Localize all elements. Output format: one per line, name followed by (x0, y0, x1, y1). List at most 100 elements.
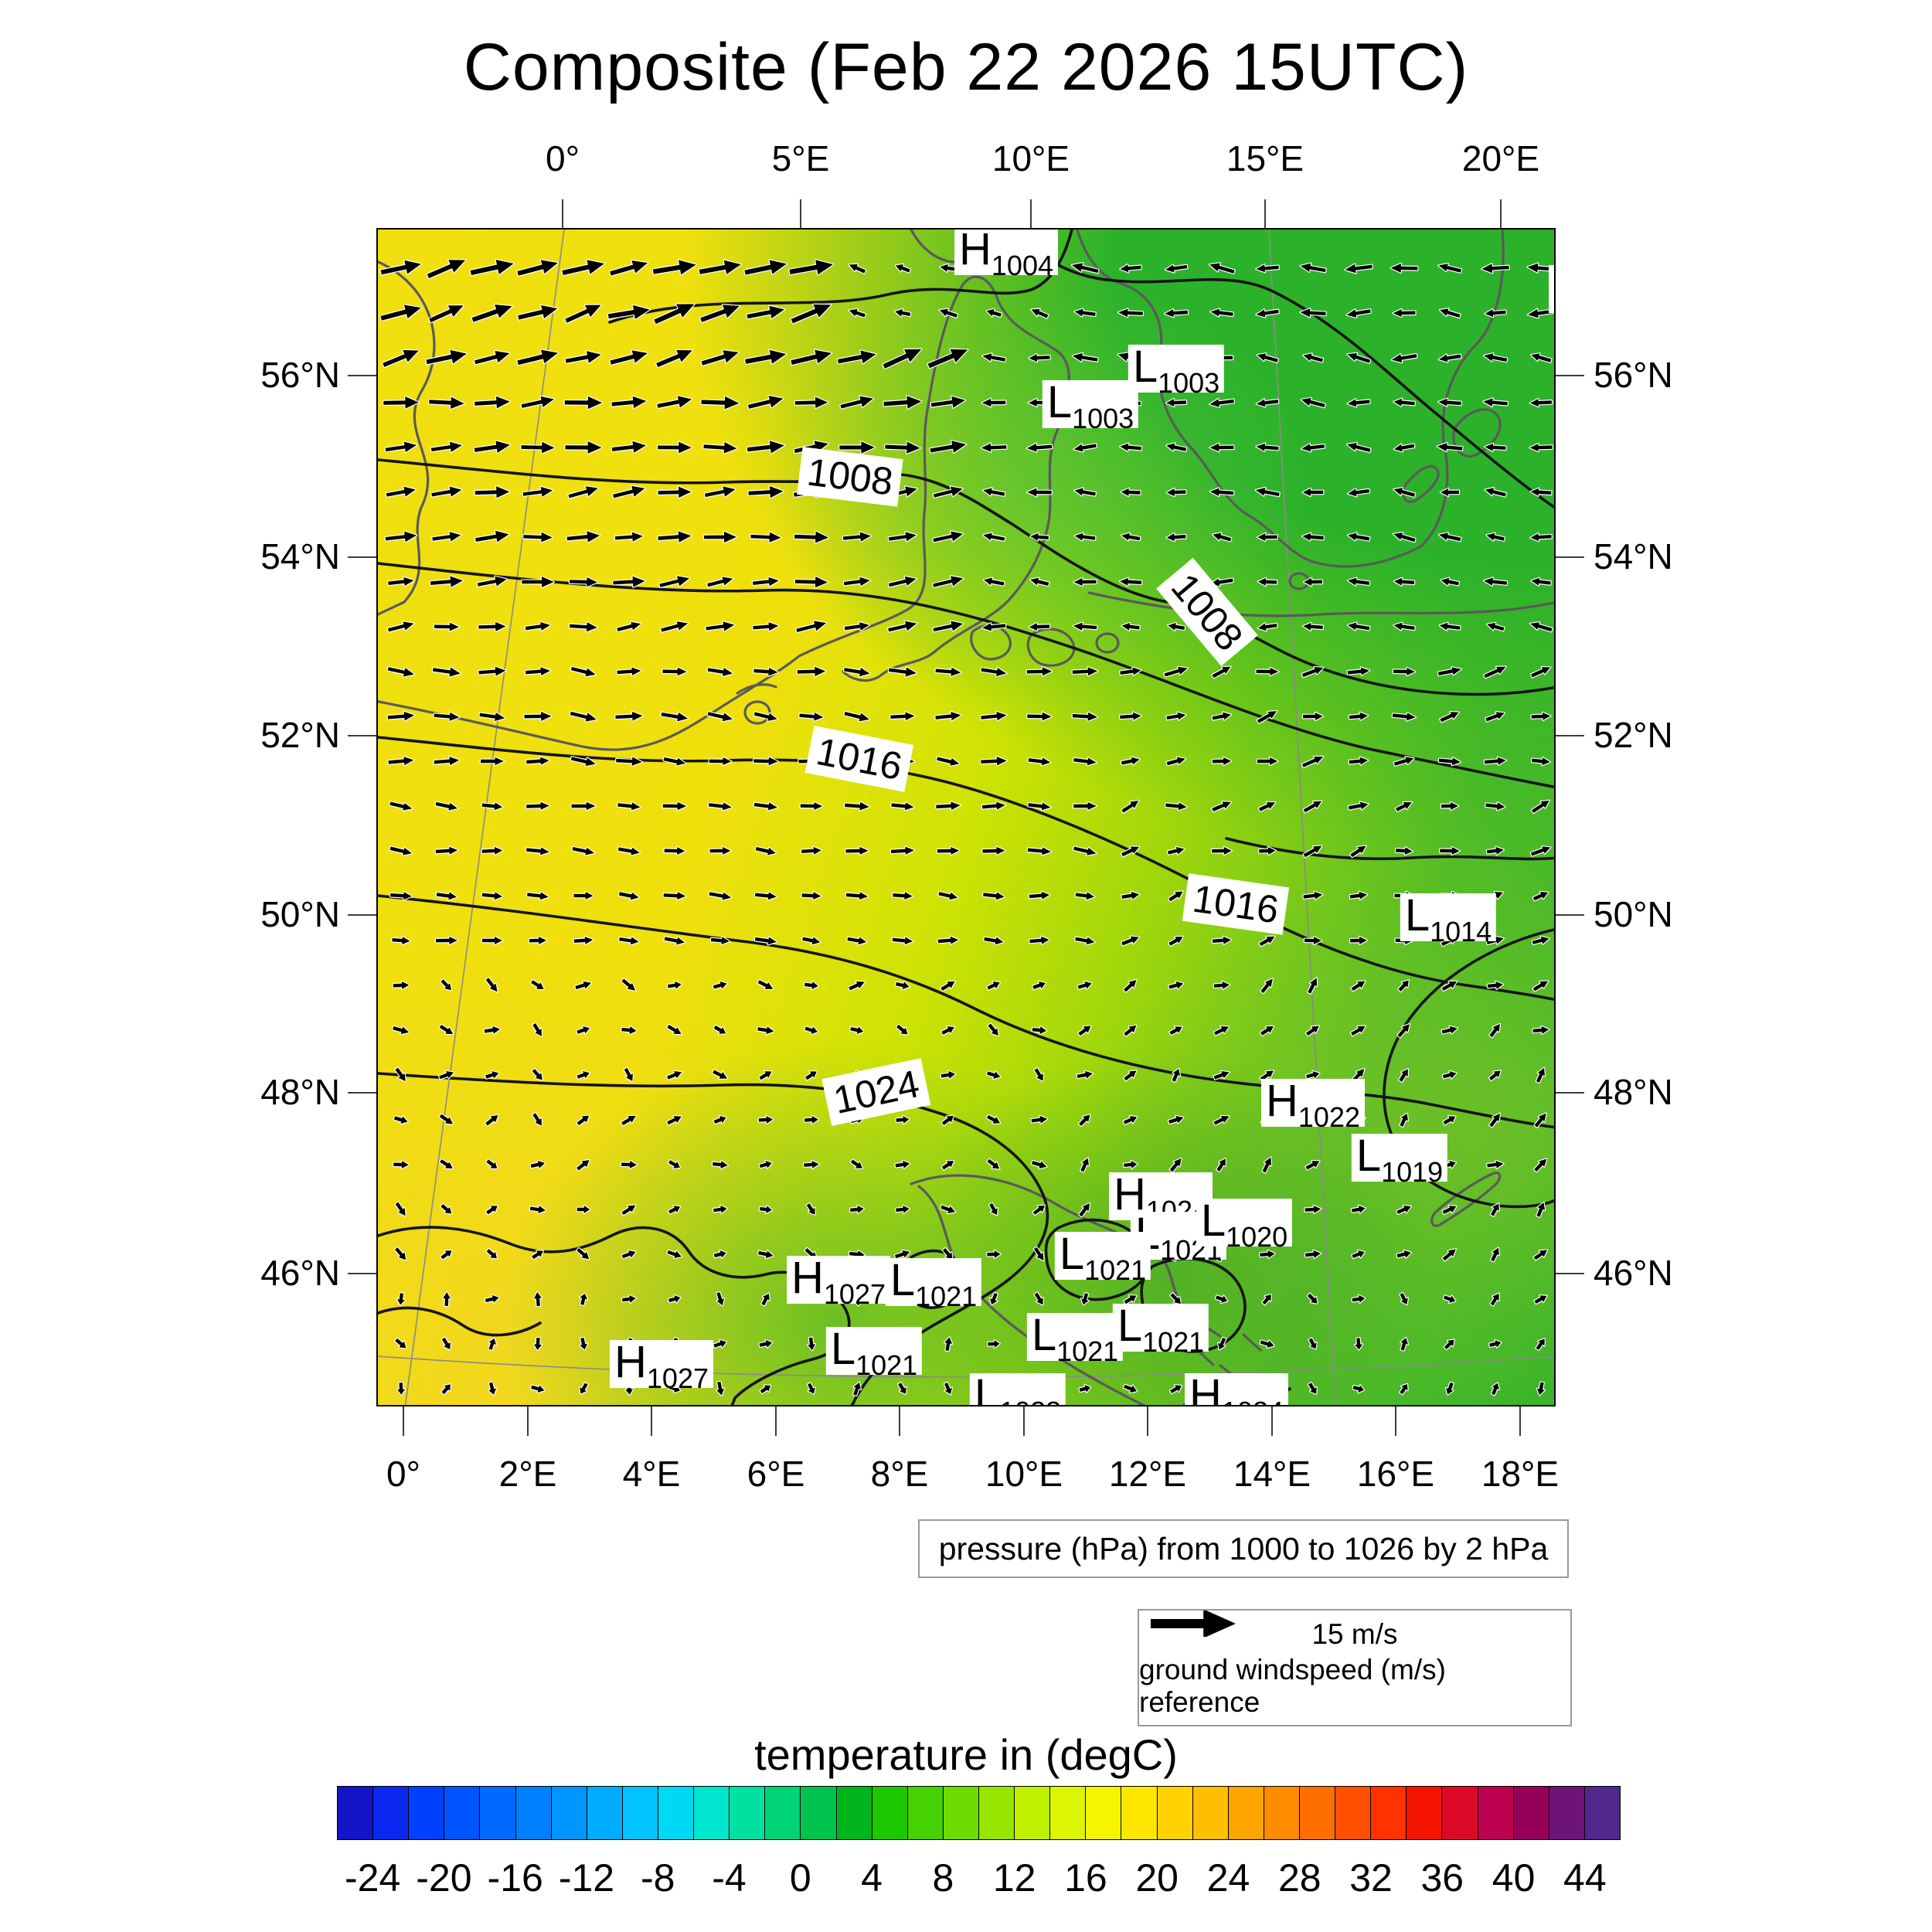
wind-arrow (1482, 352, 1509, 363)
wind-arrow (488, 1381, 498, 1396)
wind-arrow (751, 576, 781, 587)
wind-arrow (894, 308, 912, 318)
wind-arrow (1306, 1292, 1318, 1304)
wind-arrow (1301, 532, 1325, 542)
pressure-contour (378, 458, 1554, 696)
wind-arrow (526, 891, 549, 901)
wind-arrow (1486, 1159, 1505, 1170)
wind-arrow (849, 1158, 864, 1169)
wind-arrow (663, 936, 686, 946)
wind-arrow (1122, 978, 1138, 993)
wind-arrow (394, 1066, 406, 1083)
wind-arrow (478, 621, 507, 633)
wind-arrow (1209, 577, 1234, 587)
wind-arrow (1118, 711, 1142, 721)
wind-arrow (611, 485, 646, 499)
wind-arrow (1529, 665, 1552, 679)
colorbar-cell (1513, 1787, 1549, 1839)
wind-arrow (608, 259, 649, 277)
wind-arrow (937, 935, 960, 945)
colorbar-cell (1371, 1787, 1407, 1839)
pressure-letter: L (1404, 890, 1430, 940)
wind-arrow (934, 666, 962, 678)
colorbar-tick-label: -4 (712, 1856, 747, 1900)
left-axis-label: 54°N (260, 536, 340, 577)
wind-arrow (1346, 577, 1371, 587)
colorbar-tick-label: -20 (416, 1856, 472, 1900)
bottom-axis-label: 2°E (498, 1454, 557, 1494)
right-axis-label: 56°N (1594, 355, 1673, 395)
wind-arrow (614, 531, 645, 543)
wind-arrow (1529, 532, 1553, 543)
right-axis-label: 52°N (1594, 715, 1673, 755)
wind-arrow (1256, 756, 1279, 767)
wind-arrow (662, 666, 688, 677)
wind-arrow (1302, 890, 1324, 900)
wind-arrow (1259, 1339, 1275, 1349)
pressure-contour (1225, 837, 1554, 861)
colorbar-cell (907, 1787, 944, 1839)
wind-arrow (1532, 980, 1549, 992)
wind-arrow (1346, 666, 1371, 676)
wind-arrow (987, 1338, 1001, 1349)
wind-arrow (657, 485, 692, 499)
low-pressure-label: L1021 (825, 1327, 923, 1379)
wind-arrow (930, 395, 967, 409)
wind-arrow (800, 845, 822, 856)
wind-arrow (1347, 801, 1369, 811)
wind-arrow (385, 485, 417, 498)
wind-arrow (1166, 845, 1185, 855)
wind-arrow (747, 394, 784, 410)
wind-arrow (521, 575, 555, 589)
bottom-axis-label: 8°E (870, 1454, 929, 1494)
wind-arrow (573, 890, 594, 901)
wind-arrow (806, 1336, 817, 1352)
wind-arrow (884, 440, 921, 455)
wind-arrow (433, 621, 461, 632)
colorbar-cell (551, 1787, 587, 1839)
wind-arrow (894, 1204, 910, 1215)
wind-arrow (653, 303, 696, 325)
wind-arrow (1261, 1156, 1273, 1174)
wind-arrow (393, 1246, 407, 1261)
wind-arrow (1121, 799, 1140, 814)
wind-arrow (758, 1338, 774, 1349)
wind-arrow (1029, 577, 1050, 587)
right-axis-label: 48°N (1594, 1072, 1673, 1112)
wind-arrow (1437, 532, 1462, 543)
wind-arrow (788, 259, 835, 276)
wind-arrow (1483, 756, 1508, 766)
wind-arrow (1122, 1114, 1138, 1125)
wind-arrow (1216, 1336, 1227, 1351)
low-pressure-label: L1003 (1042, 380, 1139, 433)
top-axis-tick (1500, 199, 1502, 228)
wind-arrow (943, 1381, 954, 1396)
wind-arrow (1530, 711, 1552, 722)
wind-arrow (1210, 845, 1233, 856)
coastline (1076, 230, 1423, 568)
wind-arrow (1486, 980, 1505, 991)
wind-arrow (1032, 980, 1047, 991)
wind-arrow (430, 485, 463, 498)
wind-arrow (1169, 1292, 1182, 1305)
wind-arrow (532, 1022, 543, 1038)
wind-arrow (1080, 1292, 1090, 1306)
wind-arrow (481, 801, 504, 811)
wind-arrow (1490, 1382, 1501, 1396)
wind-arrow (708, 891, 733, 901)
left-axis-tick (348, 556, 376, 558)
wind-arrow (1484, 308, 1507, 318)
wind-arrow (1163, 308, 1189, 318)
wind-arrow (889, 711, 916, 722)
wind-arrow (1028, 890, 1051, 900)
wind-arrow (476, 575, 508, 587)
wind-arrow (609, 349, 649, 366)
wind-arrow (473, 440, 512, 454)
wind-arrow (434, 845, 459, 855)
wind-arrow (796, 665, 827, 678)
wind-arrow (1257, 622, 1278, 632)
wind-arrow (1029, 532, 1050, 543)
wind-arrow (481, 845, 504, 856)
wind-arrow (1255, 308, 1280, 318)
pressure-value: 1021 (915, 1281, 978, 1312)
